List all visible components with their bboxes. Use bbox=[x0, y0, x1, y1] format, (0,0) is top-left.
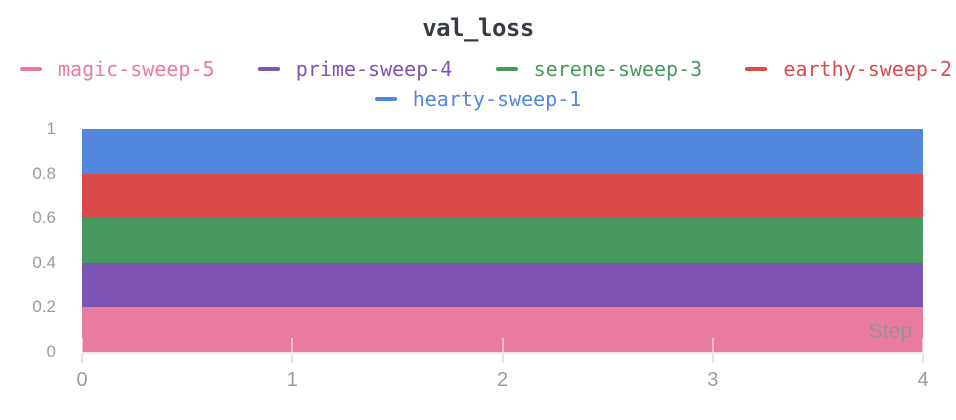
y-tick-label: 0 bbox=[46, 342, 56, 361]
x-tick-label: 4 bbox=[917, 369, 929, 391]
x-tick-mark bbox=[922, 354, 924, 363]
x-tick-mark bbox=[81, 354, 83, 363]
series-band-prime-sweep-4 bbox=[82, 262, 923, 308]
legend-line-swatch bbox=[374, 97, 397, 101]
x-tick-mark bbox=[81, 338, 83, 352]
x-tick-mark bbox=[291, 338, 294, 352]
x-tick-mark bbox=[501, 354, 504, 363]
panel-title: val_loss bbox=[422, 14, 534, 42]
legend-item-earthy-sweep-2[interactable]: earthy-sweep-2 bbox=[745, 57, 952, 81]
x-tick-mark bbox=[711, 338, 714, 352]
legend-row-2: hearty-sweep-1 bbox=[0, 87, 956, 111]
x-tick-label: 3 bbox=[707, 369, 719, 391]
x-tick-mark bbox=[711, 354, 714, 363]
legend-line-swatch bbox=[745, 67, 768, 71]
series-band-earthy-sweep-2 bbox=[82, 173, 923, 219]
y-tick-label: 0.8 bbox=[32, 163, 56, 183]
legend-line-swatch bbox=[20, 67, 42, 71]
x-tick-mark bbox=[501, 338, 504, 352]
y-tick-label: 1 bbox=[46, 119, 56, 138]
plot-area[interactable] bbox=[81, 129, 924, 352]
legend-item-serene-sweep-3[interactable]: serene-sweep-3 bbox=[495, 57, 703, 81]
legend-label: earthy-sweep-2 bbox=[783, 57, 952, 81]
x-tick-label: 1 bbox=[286, 369, 298, 391]
legend-line-swatch bbox=[257, 67, 280, 71]
series-band-hearty-sweep-1 bbox=[82, 129, 923, 174]
legend-label: hearty-sweep-1 bbox=[412, 87, 582, 111]
x-tick-label: 2 bbox=[496, 369, 509, 391]
x-axis-label: Step bbox=[868, 320, 912, 343]
legend-label: magic-sweep-5 bbox=[58, 57, 215, 81]
legend-line-swatch bbox=[495, 67, 518, 71]
x-tick-label: 0 bbox=[76, 369, 88, 391]
legend-item-hearty-sweep-1[interactable]: hearty-sweep-1 bbox=[374, 87, 582, 111]
y-tick-label: 0.6 bbox=[32, 208, 56, 228]
x-axis-baseline bbox=[82, 352, 923, 354]
legend-label: prime-sweep-4 bbox=[295, 57, 453, 81]
legend-item-prime-sweep-4[interactable]: prime-sweep-4 bbox=[257, 57, 453, 81]
legend-item-magic-sweep-5[interactable]: magic-sweep-5 bbox=[20, 57, 215, 81]
legend-label: serene-sweep-3 bbox=[533, 57, 703, 81]
y-tick-label: 0.4 bbox=[32, 252, 56, 272]
y-tick-label: 0.2 bbox=[32, 297, 56, 317]
legend-row-1: magic-sweep-5 prime-sweep-4 serene-sweep-3… bbox=[0, 57, 956, 81]
x-tick-mark bbox=[922, 338, 924, 352]
series-band-serene-sweep-3 bbox=[82, 218, 923, 263]
x-tick-mark bbox=[291, 354, 294, 363]
